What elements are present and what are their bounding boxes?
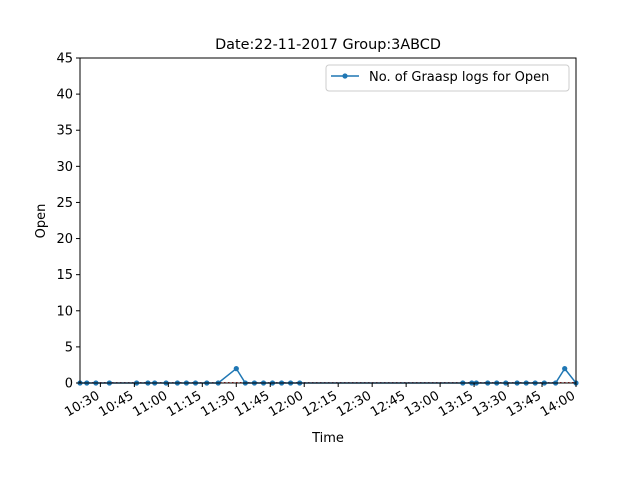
x-axis-label: Time [311,431,344,446]
y-tick-label: 40 [56,88,73,103]
y-tick-label: 10 [56,304,73,319]
x-tick-label: 11:45 [232,388,272,420]
x-tick-label: 11:30 [198,388,238,420]
y-axis-label: Open [34,204,49,239]
data-point [233,366,239,372]
x-tick-label: 11:15 [164,388,204,420]
data-point [562,366,568,372]
legend-marker-sample [342,73,348,79]
y-tick-label: 35 [56,124,73,139]
x-tick-label: 13:15 [436,388,476,420]
x-tick-label: 12:00 [266,388,306,420]
x-tick-label: 13:00 [402,388,442,420]
x-tick-label: 12:15 [300,388,340,420]
x-tick-label: 12:45 [368,388,408,420]
y-tick-label: 20 [56,232,73,247]
y-tick-label: 5 [65,340,73,355]
y-tick-label: 45 [56,52,73,67]
x-tick-label: 10:30 [62,388,102,420]
chart-title: Date:22-11-2017 Group:3ABCD [215,37,441,53]
x-tick-label: 14:00 [538,388,578,420]
x-tick-label: 13:30 [470,388,510,420]
x-tick-label: 13:45 [504,388,544,420]
plot-area: 05101520253035404510:3010:4511:0011:1511… [56,52,579,420]
legend-label: No. of Graasp logs for Open [369,70,549,85]
x-tick-label: 10:45 [96,388,136,420]
y-tick-label: 15 [56,268,73,283]
axes-frame [79,57,577,384]
legend-frame [325,64,570,92]
x-tick-label: 12:30 [334,388,374,420]
y-tick-label: 25 [56,196,73,211]
legend: No. of Graasp logs for Open [325,64,570,92]
x-tick-label: 11:00 [130,388,170,420]
y-tick-label: 0 [65,377,73,392]
y-tick-label: 30 [56,160,73,175]
